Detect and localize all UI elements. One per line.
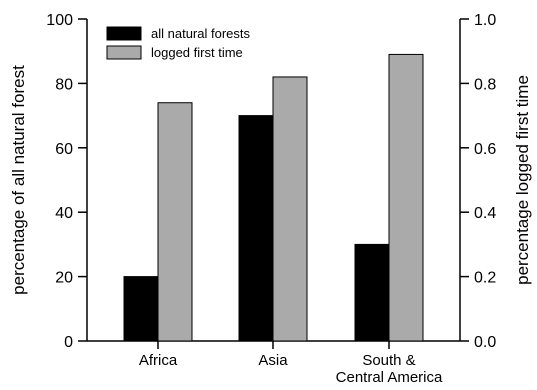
right-y-tick-label: 0.0 [474, 334, 496, 351]
legend-swatch [106, 26, 142, 41]
left-y-tick-label: 20 [55, 270, 73, 287]
right-y-tick-label: 0.2 [474, 270, 496, 287]
right-y-tick-label: 1.0 [474, 12, 496, 29]
right-y-axis-title: percentage logged first time [513, 75, 532, 285]
bar-logged-first-time [272, 76, 308, 342]
left-y-axis-title: percentage of all natural forest [9, 65, 28, 295]
right-y-tick-label: 0.4 [474, 205, 496, 222]
left-y-tick-label: 100 [46, 12, 73, 29]
x-tick-label: South & [362, 352, 415, 369]
right-y-tick-label: 0.8 [474, 76, 496, 93]
x-tick-label: Africa [139, 352, 178, 369]
bar-all-natural-forests [238, 115, 274, 342]
left-y-tick-label: 80 [55, 76, 73, 93]
bar-logged-first-time [157, 102, 193, 342]
bar-all-natural-forests [123, 276, 159, 342]
left-y-tick-label: 40 [55, 205, 73, 222]
left-y-tick-label: 0 [64, 334, 73, 351]
x-tick-label: Asia [258, 352, 288, 369]
legend-label: all natural forests [151, 26, 250, 41]
bar-all-natural-forests [354, 243, 390, 342]
x-tick-label: Central America [336, 369, 443, 386]
legend-label: logged first time [151, 45, 243, 60]
bar-logged-first-time [388, 53, 424, 342]
legend-swatch [106, 45, 142, 60]
right-y-tick-label: 0.6 [474, 141, 496, 158]
left-y-tick-label: 60 [55, 141, 73, 158]
